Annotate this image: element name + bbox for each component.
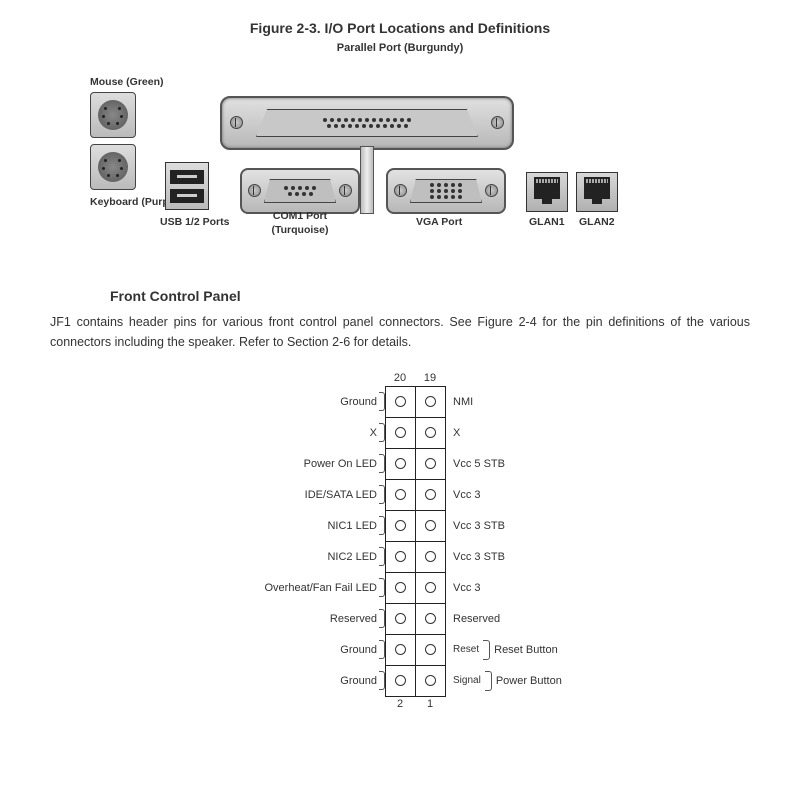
pin-cell: [385, 386, 416, 418]
pin-cell: [415, 603, 446, 635]
pin-cell: [385, 665, 416, 697]
pin-left-label: Reserved: [235, 603, 385, 634]
pin-cell: [415, 417, 446, 449]
pin-left-label: Ground: [235, 665, 385, 696]
pin-bottom-right-num: 1: [415, 696, 445, 710]
usb-label: USB 1/2 Ports: [160, 216, 229, 228]
section-heading: Front Control Panel: [110, 288, 750, 304]
vga-port-icon: [386, 168, 506, 214]
mouse-port-icon: [90, 92, 136, 138]
pin-right-label: Vcc 3 STB: [445, 541, 565, 572]
pin-right-label: Vcc 5 STB: [445, 448, 565, 479]
pin-cell: [415, 634, 446, 666]
glan2-label: GLAN2: [579, 216, 615, 228]
pin-left-label: X: [235, 417, 385, 448]
ps2-stack: [90, 92, 138, 196]
pin-right-label: Reserved: [445, 603, 565, 634]
pin-top-left-num: 20: [385, 372, 415, 386]
pin-cell: [385, 448, 416, 480]
section-paragraph: JF1 contains header pins for various fro…: [50, 312, 750, 352]
pin-right-label: Vcc 3: [445, 572, 565, 603]
parallel-stem: [360, 146, 374, 214]
com1-port-icon: [240, 168, 360, 214]
parallel-port-label: Parallel Port (Burgundy): [50, 42, 750, 54]
keyboard-port-icon: [90, 144, 136, 190]
pin-top-right-num: 19: [415, 372, 445, 386]
pin-right-label: NMI: [445, 386, 565, 417]
pin-right-label: Reset Reset Button: [445, 634, 565, 665]
pin-left-label: NIC1 LED: [235, 510, 385, 541]
pin-left-label: IDE/SATA LED: [235, 479, 385, 510]
pin-cell: [415, 479, 446, 511]
pin-right-label: X: [445, 417, 565, 448]
pin-cell: [415, 448, 446, 480]
pin-right-label: Vcc 3 STB: [445, 510, 565, 541]
io-port-diagram: Mouse (Green) Keyboard (Purple): [50, 60, 750, 260]
pin-cell: [415, 541, 446, 573]
pin-cell: [385, 417, 416, 449]
pin-cell: [415, 572, 446, 604]
pin-cell: [415, 510, 446, 542]
parallel-port-icon: [220, 96, 514, 150]
figure-title: Figure 2-3. I/O Port Locations and Defin…: [50, 20, 750, 36]
pin-left-label: Ground: [235, 634, 385, 665]
pin-cell: [385, 572, 416, 604]
pin-cell: [385, 634, 416, 666]
pin-cell: [385, 479, 416, 511]
pin-left-label: Overheat/Fan Fail LED: [235, 572, 385, 603]
pin-bottom-left-num: 2: [385, 696, 415, 710]
usb-ports-icon: [165, 162, 209, 210]
pin-cell: [385, 541, 416, 573]
pin-cell: [415, 386, 446, 418]
pin-cell: [385, 510, 416, 542]
pin-right-label: Signal Power Button: [445, 665, 565, 696]
vga-label: VGA Port: [416, 216, 462, 228]
pin-right-label: Vcc 3: [445, 479, 565, 510]
glan2-port-icon: [576, 172, 618, 212]
pin-left-label: Power On LED: [235, 448, 385, 479]
pin-left-label: NIC2 LED: [235, 541, 385, 572]
pin-cell: [415, 665, 446, 697]
pin-header-diagram: 2019GroundNMIXXPower On LEDVcc 5 STBIDE/…: [50, 372, 750, 710]
pin-left-label: Ground: [235, 386, 385, 417]
pin-cell: [385, 603, 416, 635]
glan1-label: GLAN1: [529, 216, 565, 228]
com1-label: COM1 Port (Turquoise): [246, 210, 354, 237]
mouse-label: Mouse (Green): [90, 76, 164, 88]
glan1-port-icon: [526, 172, 568, 212]
